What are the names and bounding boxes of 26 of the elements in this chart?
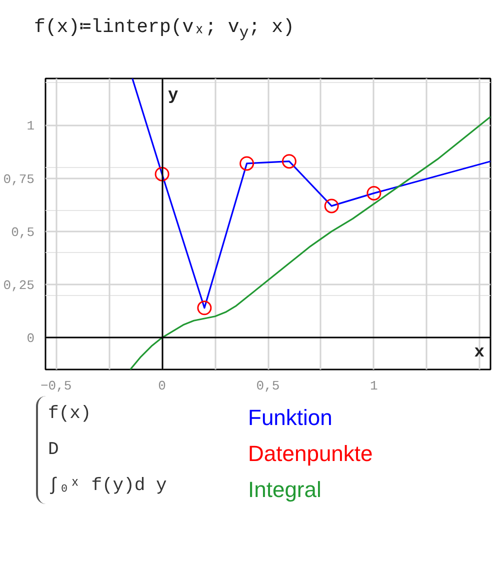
point (154, 166, 170, 182)
x-tick-label: 0 (158, 378, 166, 394)
point (366, 186, 382, 200)
x-tick-label: 0,5 (256, 378, 280, 394)
chart-title: f(x)≔linterp(vₓ; v$_{y}$; x) (33, 15, 294, 44)
point (240, 156, 254, 171)
x-axis-title: x (474, 344, 484, 363)
text: Funktion (248, 404, 334, 432)
text: f(x) (48, 403, 92, 426)
y-axis-title: y (168, 86, 178, 106)
point (324, 198, 339, 214)
text: D (48, 439, 60, 462)
y-tick-label: 0,25 (3, 278, 35, 294)
text: Datenpunkte (248, 440, 373, 468)
x-tick-label: 1 (370, 378, 378, 394)
point (282, 154, 296, 169)
line-series (132, 78, 490, 309)
x-tick-label: −0,5 (40, 378, 72, 394)
text: ∫₀ˣ f(y)d y (48, 475, 167, 498)
y-tick-label: 0,5 (11, 224, 34, 240)
point (197, 300, 212, 316)
y-tick-label: 1 (26, 118, 35, 134)
text: Integral (248, 476, 322, 504)
y-tick-label: 0,75 (3, 172, 35, 187)
y-tick-label: 0 (26, 331, 35, 346)
line-series (129, 116, 490, 370)
